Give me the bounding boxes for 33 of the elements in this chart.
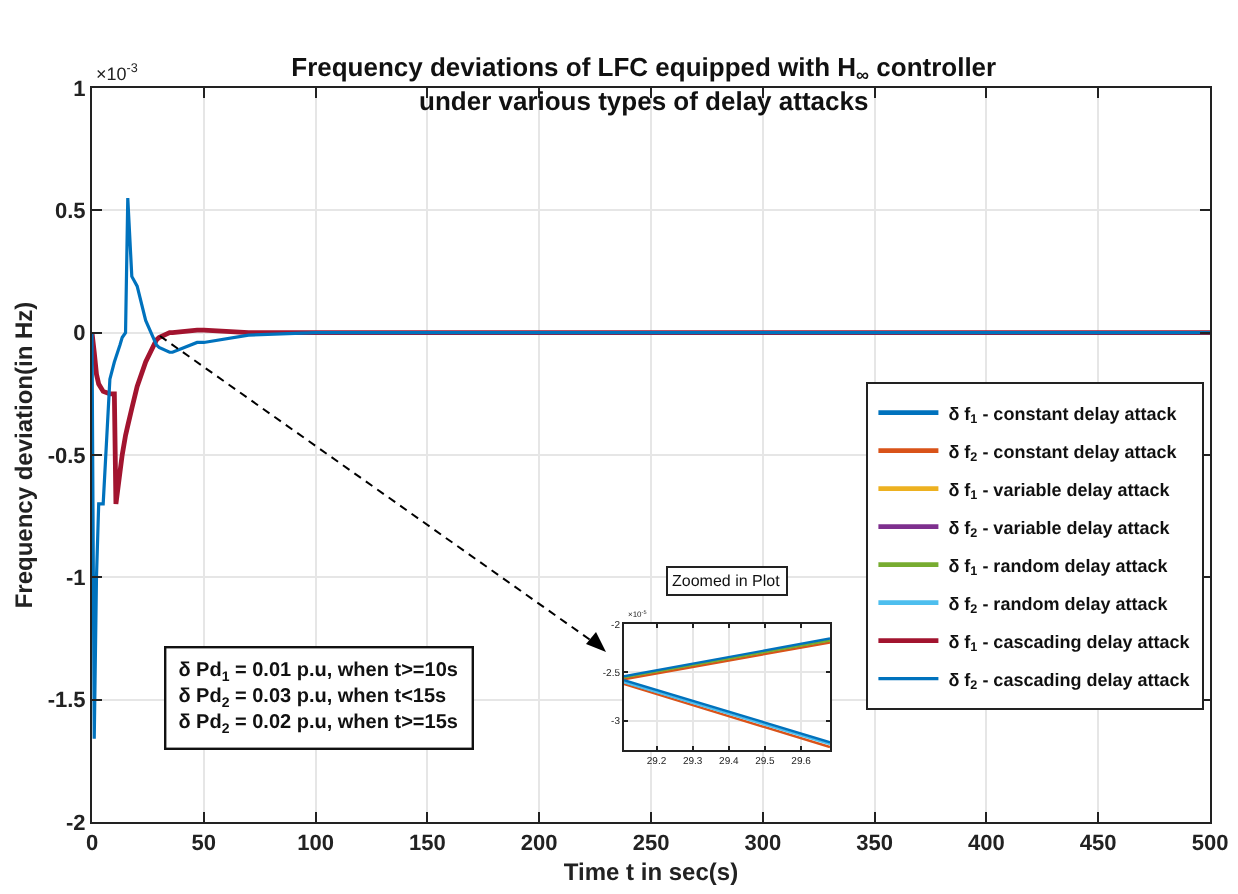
x-tick-label: 350 [856, 832, 893, 857]
x-tick-label: 250 [632, 832, 670, 857]
annotation: δ Pd$_{2}$ = 0.03 p.u, when t<15s [178, 686, 448, 711]
x-tick-label: 200 [520, 832, 558, 857]
y-tick-label: -1 [66, 567, 86, 592]
annotation: δ Pd$_{1}$ = 0.01 p.u, when t>=10s [178, 660, 459, 685]
legend-label: δ f$_{1}$ - variable delay attack [948, 479, 1172, 504]
legend-label: δ f$_{2}$ - random delay attack [948, 593, 1170, 618]
y-tick-label: -0.5 [47, 444, 86, 469]
chart-title: Zoomed in Plot [672, 572, 782, 590]
x-tick-label: 400 [968, 832, 1005, 857]
x-tick-label: 300 [744, 832, 782, 857]
chart-title: Frequency deviations of LFC equipped with H$_{∞}$ controller under various types of delay attacks [291, 52, 997, 116]
y-tick-label: 0 [73, 322, 86, 347]
y-tick-label: -1.5 [47, 689, 86, 714]
x-tick-label: 450 [1079, 832, 1117, 857]
y-axis-title: Frequency deviation(in Hz) [10, 301, 39, 609]
legend-label: δ f$_{2}$ - variable delay attack [948, 517, 1172, 542]
y-tick-label: -2 [66, 811, 86, 836]
x-tick-label: 500 [1191, 832, 1229, 857]
legend-label: δ f$_{1}$ - random delay attack [948, 555, 1170, 580]
annotation: δ Pd$_{2}$ = 0.02 p.u, when t>=15s [178, 712, 459, 737]
x-tick-label: 150 [409, 832, 446, 857]
y-tick-label: 1 [73, 77, 86, 102]
x-tick-label: 50 [191, 832, 217, 857]
legend-label: δ f$_{2}$ - cascading delay attack [948, 669, 1192, 694]
legend-label: δ f$_{1}$ - cascading delay attack [948, 631, 1192, 656]
y-tick-label: 0.5 [55, 200, 86, 225]
legend-label: δ f$_{2}$ - constant delay attack [948, 441, 1179, 466]
x-tick-label: 100 [297, 832, 334, 857]
x-axis-title: Time t in sec(s) [563, 858, 739, 887]
text: ×10$^{-3}$ [96, 62, 139, 84]
legend-label: δ f$_{1}$ - constant delay attack [948, 403, 1179, 428]
